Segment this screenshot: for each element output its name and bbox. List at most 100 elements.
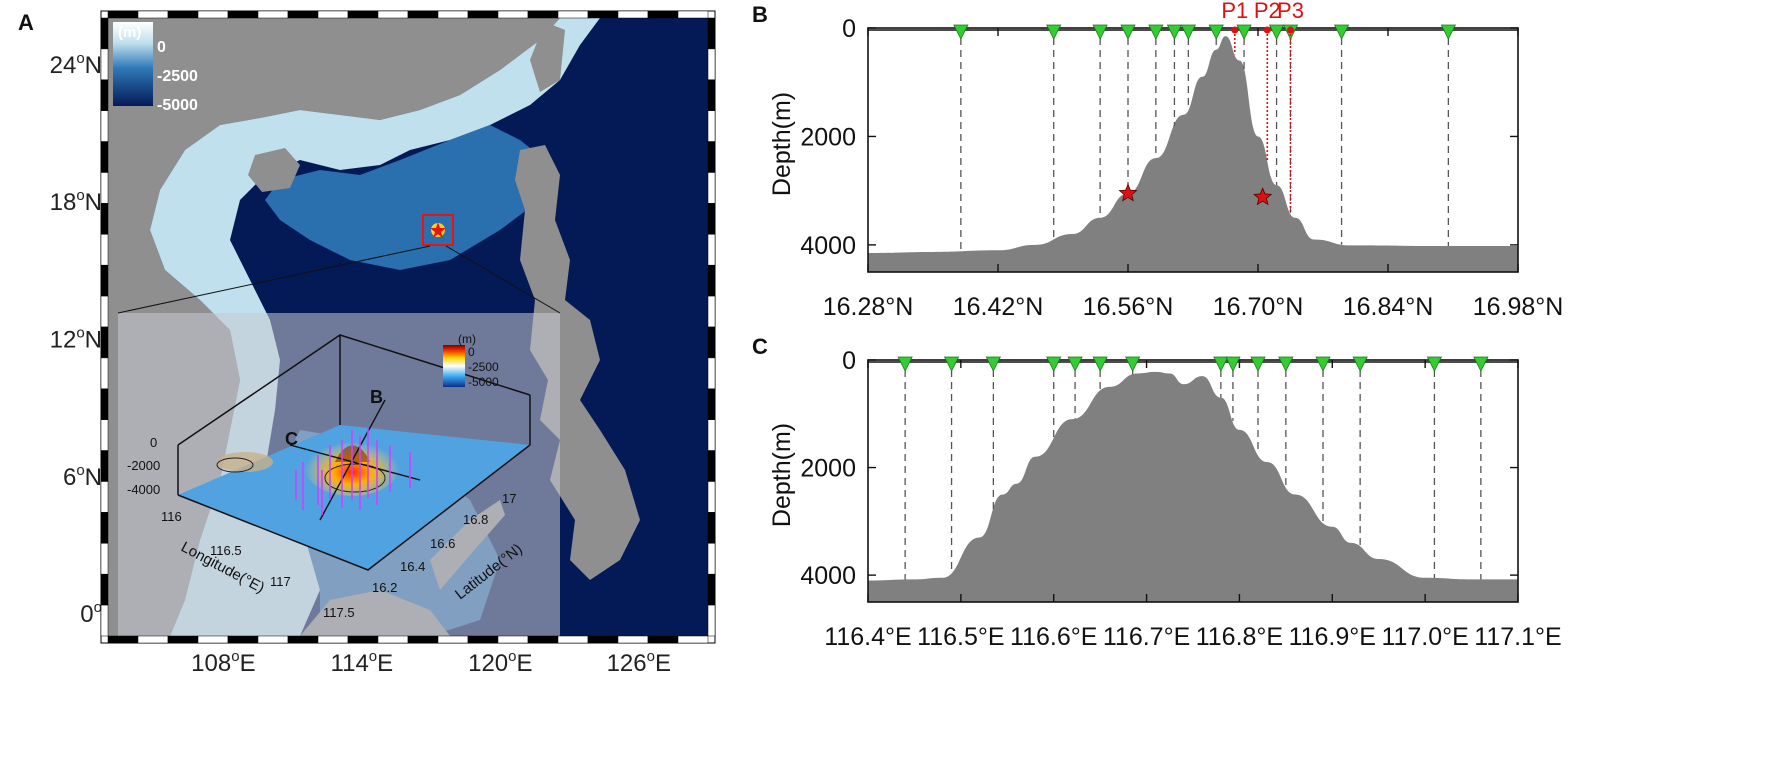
panel-a-map: A xyxy=(18,10,716,677)
map-frame-segment xyxy=(587,10,619,19)
map-frame-segment xyxy=(197,10,229,19)
map-frame-segment xyxy=(707,512,716,544)
panel-b-station-marker-8 xyxy=(1236,24,1252,40)
inset-colorbar xyxy=(443,345,465,387)
map-frame-segment xyxy=(100,264,109,297)
panel-c-xtick-label-3: 116.7°E xyxy=(1103,623,1190,651)
panel-b-station-marker-5 xyxy=(1166,24,1183,40)
map-lat-tick-3: 6oN xyxy=(63,462,102,491)
map-frame-segment xyxy=(707,388,716,420)
panel-c-station-marker-8 xyxy=(1225,356,1241,372)
study-area-marker xyxy=(422,214,454,246)
map-frame-segment xyxy=(707,543,716,575)
panel-c-station-marker-1 xyxy=(943,356,960,372)
panel-b-xtick-label-0: 16.28°N xyxy=(823,293,914,321)
inset-z-tick-2: -4000 xyxy=(127,482,160,497)
map-frame-segment xyxy=(100,450,109,482)
colorbar-label-mid: -2500 xyxy=(157,68,198,85)
panel-c-profile: C Depth(m) 0 2000 4000 116.4°E 116.5°E 116.6°… xyxy=(752,334,1562,651)
continental-slope xyxy=(265,125,545,270)
land-taiwan xyxy=(530,22,565,92)
map-frame-segment xyxy=(527,10,559,19)
panel-c-station-marker-7 xyxy=(1213,356,1229,372)
inset-colorbar-unit: (m) xyxy=(458,332,476,346)
map-frame-segment xyxy=(407,10,439,19)
map-lon-tick-0: 108oE xyxy=(191,648,255,677)
map-frame-segment xyxy=(707,17,716,50)
map-lat-tick-4: 0o xyxy=(80,599,102,628)
map-lon-tick-2: 120oE xyxy=(468,648,532,677)
panel-b-seafloor-area xyxy=(868,36,1518,273)
map-frame-segment xyxy=(707,450,716,482)
inset-lon-tick-0: 116 xyxy=(161,509,182,524)
map-frame-segment xyxy=(617,635,649,644)
panel-c-xtick-label-4: 116.8°E xyxy=(1196,623,1283,651)
map-frame-segment xyxy=(707,110,716,142)
map-frame-segment xyxy=(707,326,716,359)
panel-b-sample-label-2: P3 xyxy=(1277,0,1304,23)
map-frame-segment xyxy=(167,10,199,19)
land-hainan xyxy=(248,148,300,192)
map-frame-segment xyxy=(497,10,529,19)
map-frame-segment xyxy=(100,326,109,359)
panel-b-station-marker-6 xyxy=(1180,24,1197,40)
panel-b-station-marker-3 xyxy=(1120,24,1136,40)
panel-b-sample-dot-1 xyxy=(1263,26,1271,34)
panel-c-ytick-label-0: 0 xyxy=(842,347,856,375)
map-frame-segment xyxy=(100,79,109,111)
panel-c-station-marker-6 xyxy=(1124,356,1141,372)
panel-c-label: C xyxy=(752,334,768,359)
map-lat-tick-1: 18oN xyxy=(50,187,102,216)
map-frame-segment xyxy=(707,234,716,266)
map-frame-segment xyxy=(557,10,589,19)
panel-b-sample-label-1: P2 xyxy=(1254,0,1281,23)
panel-c-xtick-label-6: 117.0°E xyxy=(1381,623,1468,651)
inset-profile-c: C xyxy=(285,429,298,449)
map-frame-segment xyxy=(317,10,349,19)
map-frame-segment xyxy=(497,635,529,644)
map-frame-segment xyxy=(100,543,109,575)
map-lon-tick-3: 126oE xyxy=(607,648,671,677)
panel-b-xtick-label-5: 16.98°N xyxy=(1473,293,1564,321)
map-frame-segment xyxy=(167,635,199,644)
inset-z-tick-0: 0 xyxy=(150,435,157,450)
map-frame-segment xyxy=(647,635,679,644)
colorbar-unit: (m) xyxy=(118,24,141,41)
map-frame-segment xyxy=(707,172,716,204)
map-frame-segment xyxy=(100,203,109,235)
panel-b-station-marker-4 xyxy=(1148,24,1164,40)
map-frame-segment xyxy=(527,635,559,644)
panel-c-station-marker-12 xyxy=(1352,356,1368,372)
map-lat-tick-0: 24oN xyxy=(50,50,102,79)
map-frame-segment xyxy=(587,635,619,644)
map-frame-segment xyxy=(707,48,716,81)
map-frame-segment xyxy=(347,10,379,19)
panel-c-xtick-label-5: 116.9°E xyxy=(1289,623,1376,651)
map-frame-segment xyxy=(287,635,319,644)
map-frame-segment xyxy=(617,10,649,19)
map-frame-segment xyxy=(100,295,109,328)
map-frame-segment xyxy=(407,635,439,644)
inset-station-sticks xyxy=(295,428,411,515)
map-frame-segment xyxy=(107,635,139,644)
map-frame-segment xyxy=(100,357,109,390)
panel-c-xtick-label-7: 117.1°E xyxy=(1474,623,1561,651)
panel-b-ytick-label-1: 2000 xyxy=(800,123,856,151)
panel-c-xtick-label-2: 116.6°E xyxy=(1010,623,1097,651)
panel-c-ytick-label-1: 2000 xyxy=(800,455,856,483)
colorbar-label-max: -5000 xyxy=(157,97,198,114)
map-frame-segment xyxy=(347,635,379,644)
map-frame-segment xyxy=(377,10,409,19)
map-frame-segment xyxy=(227,10,259,19)
panel-b-xtick-label-4: 16.84°N xyxy=(1343,293,1434,321)
map-axis-labels: 24oN 18oN 12oN 6oN 0o 108oE 114oE 120oE 126oE xyxy=(50,50,671,677)
map-frame-segment xyxy=(377,635,409,644)
map-frame-segment xyxy=(100,604,109,637)
map-frame-segment xyxy=(257,10,289,19)
panel-c-ylabel: Depth(m) xyxy=(768,423,796,527)
panel-c-station-marker-0 xyxy=(897,356,913,372)
panel-b-sample-label-0: P1 xyxy=(1221,0,1248,23)
map-frame-segment xyxy=(707,419,716,451)
panel-c-station-marker-14 xyxy=(1473,356,1489,372)
